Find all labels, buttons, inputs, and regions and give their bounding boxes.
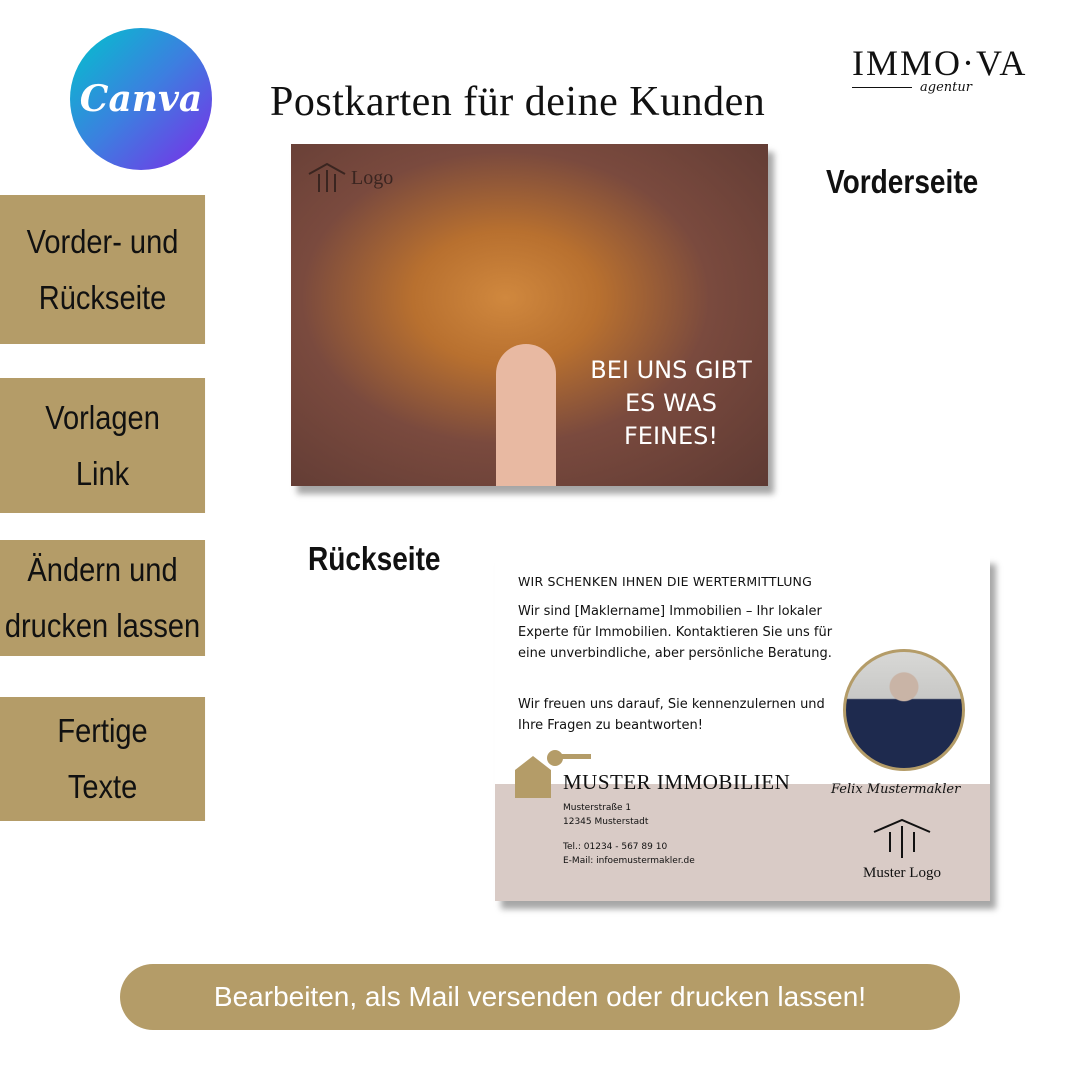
page-title: Postkarten für deine Kunden (270, 79, 766, 125)
back-paragraph: Wir sind [Maklername] Immobilien – Ihr l… (518, 604, 833, 661)
cat-background-band (495, 784, 990, 901)
brand-sub: agentur (920, 80, 972, 95)
front-logo: Logo (307, 162, 393, 194)
logo-text: Muster Logo (863, 865, 941, 881)
house-logo-icon (308, 162, 346, 192)
postcard-back: WIR SCHENKEN IHNEN DIE WERTERMITTLUNG Wi… (495, 556, 990, 901)
back-heading: WIR SCHENKEN IHNEN DIE WERTERMITTLUNG (518, 574, 812, 589)
label: Rückseite (38, 278, 167, 316)
label: Link (75, 454, 130, 492)
brand-logo: IMMO·VA agentur (852, 42, 1028, 95)
phone: Tel.: 01234 - 567 89 10 (563, 842, 668, 852)
muster-logo: Muster Logo (857, 818, 947, 882)
label: Texte (67, 768, 138, 805)
headline-line: BEI UNS GIBT (590, 356, 752, 384)
sidebar-item-template-link: Vorlagen Link (0, 378, 206, 513)
sidebar-item-front-back: Vorder- und Rückseite (0, 195, 206, 344)
front-label: Vorderseite (826, 163, 979, 200)
brand-name: IMMO·VA (852, 43, 1028, 83)
address: Musterstraße 1 12345 Musterstadt (563, 801, 648, 829)
back-paragraph: Wir freuen uns darauf, Sie kennenzulerne… (518, 697, 825, 733)
street: Musterstraße 1 (563, 803, 632, 813)
front-headline: BEI UNS GIBT ES WAS FEINES! (581, 354, 761, 453)
label: Ändern und (27, 551, 178, 588)
label: Fertige (57, 712, 148, 749)
logo-text: Logo (351, 166, 394, 189)
headline-line: ES WAS (624, 389, 718, 417)
sidebar-item-texts: Fertige Texte (0, 697, 206, 821)
email: E-Mail: infoemustermakler.de (563, 856, 695, 866)
contact: Tel.: 01234 - 567 89 10 E-Mail: infoemust… (563, 840, 695, 868)
divider (852, 87, 912, 88)
house-key-icon (515, 750, 591, 798)
canva-logo: Canva (70, 28, 212, 170)
headline-line: FEINES! (623, 422, 719, 450)
company-name: MUSTER IMMOBILIEN (563, 770, 791, 794)
house-logo-icon (873, 818, 931, 858)
agent-photo (843, 649, 965, 771)
sidebar-item-edit-print: Ändern und drucken lassen (0, 540, 206, 656)
label: Vorlagen (45, 398, 160, 436)
postcard-front: Logo BEI UNS GIBT ES WAS FEINES! (291, 144, 768, 486)
label: Vorder- und (26, 222, 179, 260)
back-label: Rückseite (308, 540, 441, 577)
city: 12345 Musterstadt (563, 817, 649, 827)
cta-banner: Bearbeiten, als Mail versenden oder druc… (120, 964, 960, 1030)
finger-image (496, 344, 556, 486)
signature: Felix Mustermakler (831, 782, 961, 797)
label: drucken lassen (4, 607, 201, 644)
